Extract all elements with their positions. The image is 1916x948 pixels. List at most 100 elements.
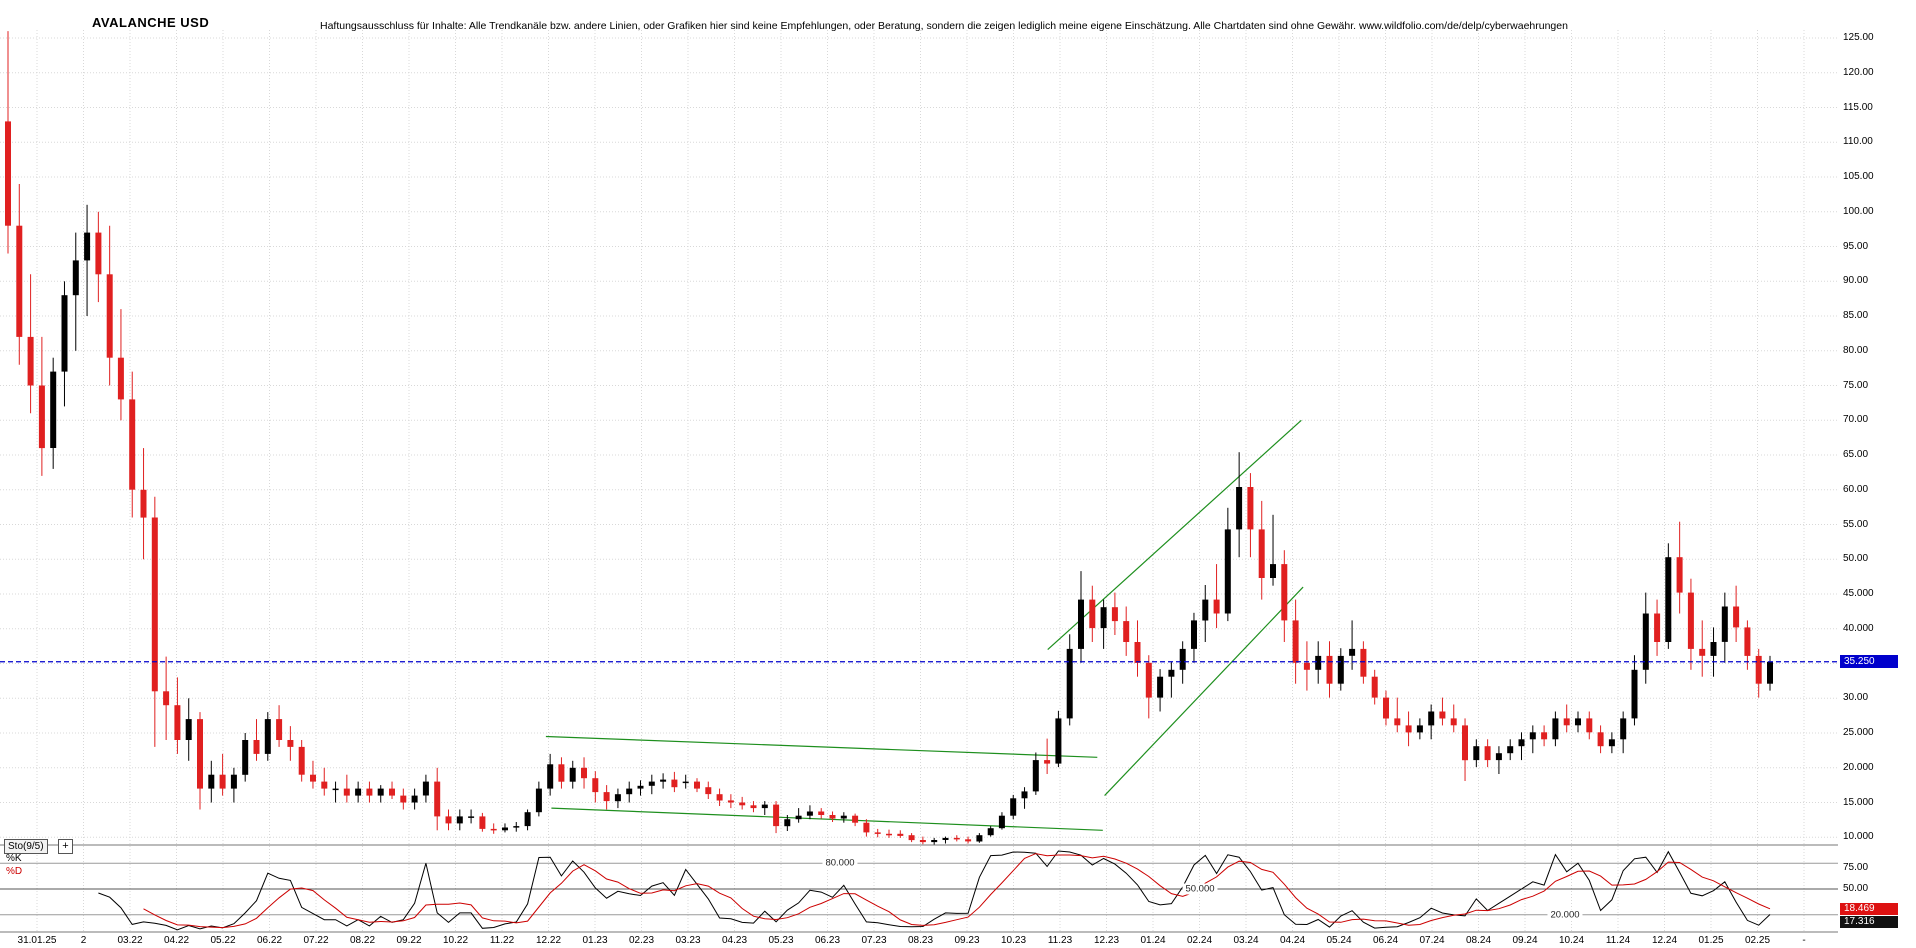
candle-body (1473, 746, 1480, 761)
candle-body (1145, 662, 1152, 698)
candle-body (174, 705, 181, 740)
candle-body (72, 260, 79, 296)
candle-body (795, 815, 802, 820)
candle-body (490, 828, 497, 831)
candle-body (705, 787, 712, 795)
candle-body (558, 764, 565, 782)
candle-body (784, 819, 791, 827)
candle-body (897, 833, 904, 836)
stochastic-d-value-badge: 17.316 (1840, 916, 1898, 928)
candle-body (1484, 746, 1491, 761)
candle-body (1642, 613, 1649, 670)
candle-body (1111, 607, 1118, 622)
candle-body (750, 805, 757, 809)
candle-body (1495, 753, 1502, 761)
candle-body (1371, 676, 1378, 698)
candle-body (1066, 648, 1073, 719)
candle-body (27, 336, 34, 386)
candle-body (106, 274, 113, 358)
candle-body (1699, 648, 1706, 656)
candle-body (264, 719, 271, 754)
candle-body (1191, 620, 1197, 649)
candle-body (400, 795, 407, 803)
candle-body (355, 788, 362, 796)
candle-body (1213, 599, 1220, 614)
trendline (545, 735, 1098, 758)
stochastic-d-line (143, 853, 1771, 929)
candle-body (1032, 760, 1039, 792)
candle-body (637, 785, 644, 789)
candle-body (1654, 613, 1661, 642)
candle-body (953, 837, 960, 840)
candle-body (716, 794, 723, 801)
candle-body (366, 788, 373, 796)
candle-body (377, 788, 384, 796)
chart-title: AVALANCHE USD (92, 15, 210, 30)
candle-body (1450, 718, 1457, 726)
candle-body (829, 815, 836, 819)
candle-body (1687, 592, 1694, 649)
candle-body (1405, 725, 1412, 733)
candle-body (208, 774, 215, 789)
candle-body (1428, 711, 1435, 726)
candle-body (445, 816, 452, 824)
candle-body (987, 828, 994, 836)
indicator-expand-icon[interactable]: + (58, 839, 73, 854)
candle-body (1439, 711, 1446, 719)
candle-body (411, 795, 418, 803)
candle-body (1529, 732, 1536, 740)
candle-body (942, 837, 949, 840)
candle-body (761, 804, 768, 809)
candle-body (1349, 648, 1356, 656)
candle-body (547, 764, 554, 789)
candle-body (727, 800, 734, 803)
candle-body (185, 719, 192, 740)
candle-body (1258, 529, 1265, 578)
candle-body (1360, 648, 1367, 677)
candle-body (1202, 599, 1209, 621)
indicator-label[interactable]: Sto(9/5) (4, 839, 48, 854)
trendline (551, 807, 1103, 831)
stochastic-d-label: %D (6, 866, 23, 877)
candle-body (219, 774, 226, 789)
candle-body (16, 225, 23, 337)
candle-body (976, 835, 983, 842)
candle-body (1676, 557, 1683, 593)
candle-body (965, 839, 972, 842)
candle-body (1552, 718, 1559, 740)
candle-body (1394, 718, 1401, 726)
candle-body (456, 816, 463, 824)
candle-body (343, 788, 350, 796)
candle-body (524, 812, 531, 827)
candle-body (38, 385, 45, 449)
candle-body (1123, 621, 1130, 642)
candle-body (5, 121, 11, 226)
candle-body (1721, 606, 1728, 642)
trendline (1104, 586, 1304, 797)
candle-body (1507, 746, 1514, 754)
candle-body (806, 811, 813, 816)
candle-body (1575, 718, 1581, 726)
candle-body (1157, 676, 1164, 698)
candle-body (1236, 487, 1243, 530)
candle-body (852, 815, 859, 823)
candle-body (129, 399, 136, 490)
candle-body (818, 811, 825, 815)
candle-body (1710, 642, 1717, 656)
stochastic-k-line (98, 850, 1771, 931)
candle-body (1416, 725, 1423, 733)
candle-body (908, 835, 915, 841)
candle-body (1620, 718, 1627, 740)
candle-body (502, 827, 508, 831)
candle-body (1518, 739, 1525, 747)
candle-body (332, 788, 339, 791)
candle-body (626, 788, 633, 795)
candle-body (468, 816, 475, 818)
candle-body (603, 792, 610, 802)
candle-body (1179, 648, 1186, 670)
candle-body (434, 781, 441, 817)
candle-body (1563, 718, 1570, 726)
candle-body (1608, 739, 1615, 747)
candle-body (310, 774, 316, 782)
